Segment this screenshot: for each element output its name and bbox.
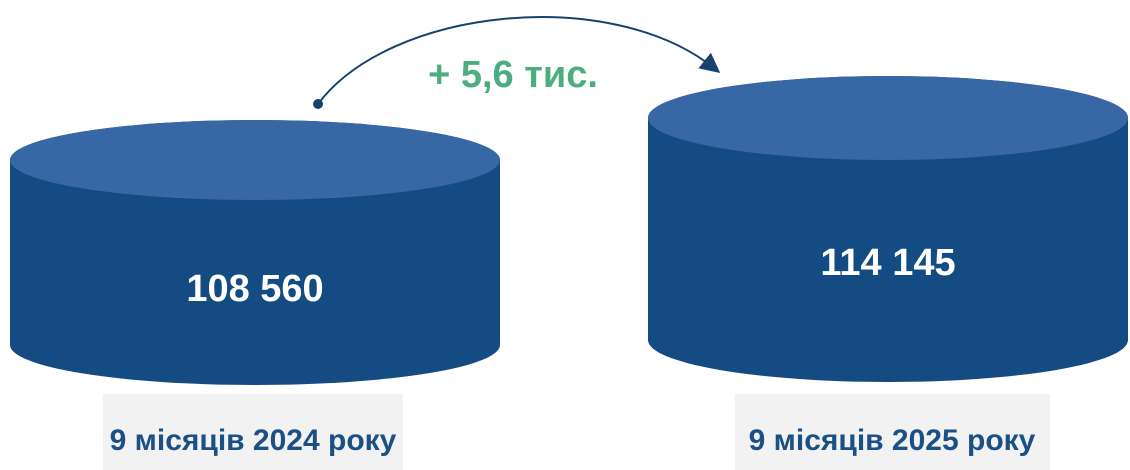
category-label-2024: 9 місяців 2024 року xyxy=(110,424,397,457)
category-label-2025: 9 місяців 2025 року xyxy=(749,424,1036,457)
cylinder-2024 xyxy=(10,120,500,385)
value-label-2024: 108 560 xyxy=(186,268,323,310)
growth-arrow xyxy=(313,16,721,109)
cylinder-2025 xyxy=(648,76,1128,382)
category-label-2025-bg xyxy=(735,394,1050,470)
cylinder-2025-top xyxy=(648,76,1128,160)
cylinder-2024-top xyxy=(10,120,500,200)
value-label-2025: 114 145 xyxy=(820,242,955,284)
category-label-2024-bg xyxy=(103,394,403,470)
growth-arrow-curve xyxy=(317,16,721,105)
delta-annotation: + 5,6 тис. xyxy=(428,54,598,96)
